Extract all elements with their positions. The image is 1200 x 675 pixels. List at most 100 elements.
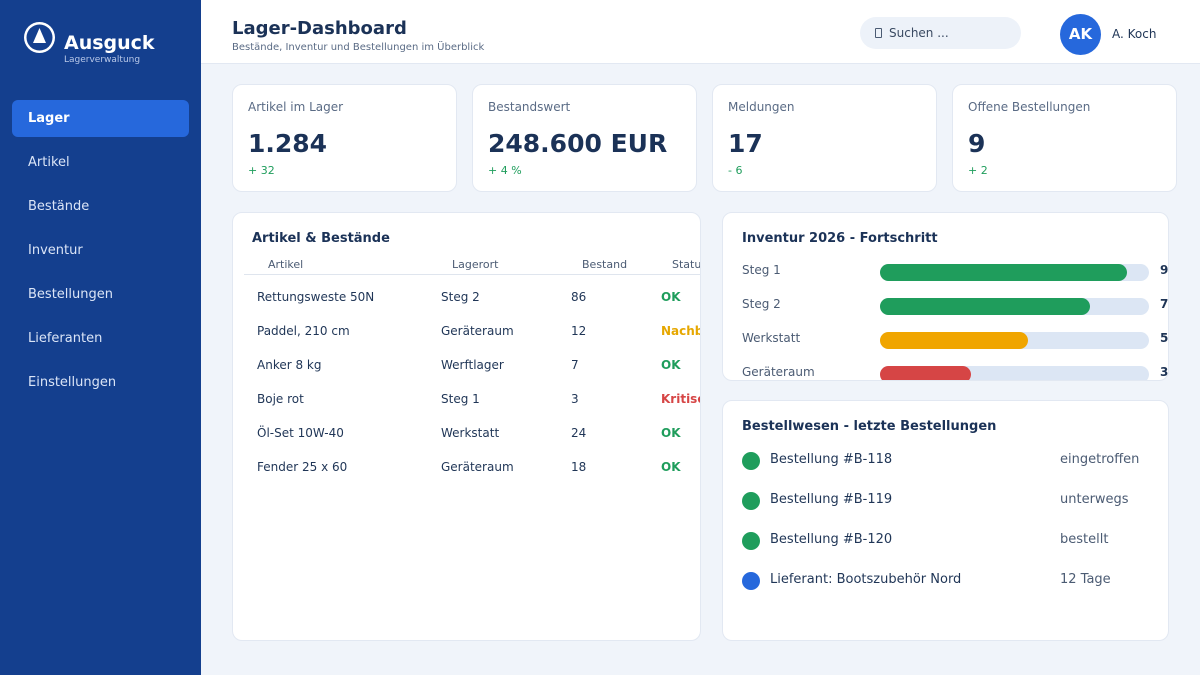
boat-sail-icon <box>24 22 55 53</box>
progress-percent: 78 % <box>1160 297 1169 311</box>
cell-status: OK <box>661 358 681 372</box>
page-title: Lager-Dashboard <box>232 18 407 39</box>
table-header: Artikel Lagerort Bestand Status <box>244 257 701 275</box>
order-label: Bestellung #B-120 <box>770 532 893 547</box>
table-title: Artikel & Bestände <box>252 231 390 246</box>
sidebar-item-einstellungen[interactable]: Einstellungen <box>28 375 117 390</box>
brand-name: Ausguck <box>64 32 155 54</box>
kpi-delta: + 32 <box>248 164 275 177</box>
kpi-label: Artikel im Lager <box>248 100 344 114</box>
column-header-lagerort[interactable]: Lagerort <box>452 258 499 271</box>
kpi-delta: - 6 <box>728 164 743 177</box>
progress-percent: 55 % <box>1160 331 1169 345</box>
cell-artikel: Paddel, 210 cm <box>257 324 350 338</box>
kpi-value: 248.600 EUR <box>488 129 668 158</box>
table-row[interactable]: Boje rot Steg 1 3 Kritisch <box>233 382 700 416</box>
column-header-status[interactable]: Status <box>672 258 701 271</box>
status-dot-icon <box>742 452 760 470</box>
avatar[interactable]: AK <box>1060 14 1101 55</box>
cell-bestand: 7 <box>571 358 579 372</box>
sidebar-item-lager[interactable]: Lager <box>12 100 189 137</box>
sidebar-item-inventur[interactable]: Inventur <box>28 243 83 258</box>
table-row[interactable]: Öl-Set 10W-40 Werkstatt 24 OK <box>233 416 700 450</box>
order-item[interactable]: Lieferant: Bootszubehör Nord 12 Tage <box>723 569 1169 593</box>
table-row[interactable]: Paddel, 210 cm Geräteraum 12 Nachbestellen <box>233 314 700 348</box>
kpi-card-artikel: Artikel im Lager 1.284 + 32 <box>232 84 457 192</box>
kpi-card-meldungen: Meldungen 17 - 6 <box>712 84 937 192</box>
sidebar-nav: Lager Artikel Bestände Inventur Bestellungen… <box>12 100 189 408</box>
sidebar-item-bestände[interactable]: Bestände <box>28 199 90 214</box>
cell-bestand: 86 <box>571 290 587 304</box>
progress-label: Geräteraum <box>742 365 815 379</box>
progress-track <box>880 298 1149 315</box>
kpi-value: 9 <box>968 129 986 158</box>
cell-bestand: 12 <box>571 324 587 338</box>
cell-artikel: Boje rot <box>257 392 304 406</box>
brand-subtitle: Lagerverwaltung <box>64 55 141 65</box>
top-header: Lager-Dashboard Bestände, Inventur und B… <box>201 0 1200 64</box>
column-header-bestand[interactable]: Bestand <box>582 258 628 271</box>
progress-row: Steg 1 92 % <box>723 263 1169 283</box>
sidebar-item-bestellungen[interactable]: Bestellungen <box>28 287 113 302</box>
cell-lagerort: Werkstatt <box>441 426 500 440</box>
search-input[interactable] <box>889 17 1014 49</box>
progress-fill <box>880 332 1028 349</box>
progress-percent: 92 % <box>1160 263 1169 277</box>
cell-artikel: Anker 8 kg <box>257 358 322 372</box>
order-label: Bestellung #B-118 <box>770 452 893 467</box>
kpi-value: 1.284 <box>248 129 328 158</box>
order-status: 12 Tage <box>1060 572 1111 587</box>
kpi-delta: + 2 <box>968 164 988 177</box>
order-status: eingetroffen <box>1060 452 1140 467</box>
search-icon <box>875 28 882 38</box>
inventory-title: Inventur 2026 - Fortschritt <box>742 231 938 246</box>
cell-artikel: Fender 25 x 60 <box>257 460 348 474</box>
cell-lagerort: Geräteraum <box>441 460 514 474</box>
order-status: unterwegs <box>1060 492 1129 507</box>
cell-status: OK <box>661 426 681 440</box>
inventory-table-card: Artikel & Bestände Artikel Lagerort Best… <box>232 212 701 641</box>
table-row[interactable]: Rettungsweste 50N Steg 2 86 OK <box>233 280 700 314</box>
progress-fill <box>880 264 1128 281</box>
kpi-card-bestellungen: Offene Bestellungen 9 + 2 <box>952 84 1177 192</box>
status-dot-icon <box>742 532 760 550</box>
cell-bestand: 24 <box>571 426 587 440</box>
status-dot-icon <box>742 492 760 510</box>
orders-title: Bestellwesen - letzte Bestellungen <box>742 419 997 434</box>
cell-lagerort: Werftlager <box>441 358 504 372</box>
user-name[interactable]: A. Koch <box>1112 27 1157 41</box>
column-header-artikel[interactable]: Artikel <box>268 258 304 271</box>
sidebar-item-artikel[interactable]: Artikel <box>28 155 70 170</box>
table-row[interactable]: Anker 8 kg Werftlager 7 OK <box>233 348 700 382</box>
kpi-card-bestandswert: Bestandswert 248.600 EUR + 4 % <box>472 84 697 192</box>
progress-track <box>880 366 1149 380</box>
order-item[interactable]: Bestellung #B-120 bestellt <box>723 529 1169 553</box>
progress-row: Geräteraum 34 % <box>723 365 1168 380</box>
search-box[interactable] <box>860 17 1021 49</box>
progress-fill <box>880 298 1090 315</box>
cell-artikel: Öl-Set 10W-40 <box>257 426 344 440</box>
progress-label: Werkstatt <box>742 331 801 345</box>
progress-row: Werkstatt 55 % <box>723 331 1169 351</box>
order-item[interactable]: Bestellung #B-119 unterwegs <box>723 489 1169 513</box>
cell-status: Nachbestellen <box>661 324 700 338</box>
progress-label: Steg 1 <box>742 263 781 277</box>
cell-status: OK <box>661 460 681 474</box>
cell-bestand: 18 <box>571 460 587 474</box>
orders-card: Bestellwesen - letzte Bestellungen Beste… <box>722 400 1169 641</box>
sidebar-item-lieferanten[interactable]: Lieferanten <box>28 331 103 346</box>
progress-track <box>880 332 1149 349</box>
progress-row: Steg 2 78 % <box>723 297 1169 317</box>
order-item[interactable]: Bestellung #B-118 eingetroffen <box>723 449 1169 473</box>
cell-lagerort: Geräteraum <box>441 324 514 338</box>
table-row[interactable]: Fender 25 x 60 Geräteraum 18 OK <box>233 450 700 484</box>
order-label: Bestellung #B-119 <box>770 492 893 507</box>
progress-fill <box>880 366 972 380</box>
cell-artikel: Rettungsweste 50N <box>257 290 375 304</box>
status-dot-icon <box>742 572 760 590</box>
kpi-value: 17 <box>728 129 763 158</box>
progress-track <box>880 264 1149 281</box>
cell-lagerort: Steg 1 <box>441 392 480 406</box>
order-label: Lieferant: Bootszubehör Nord <box>770 572 962 587</box>
cell-status: Kritisch <box>661 392 700 406</box>
